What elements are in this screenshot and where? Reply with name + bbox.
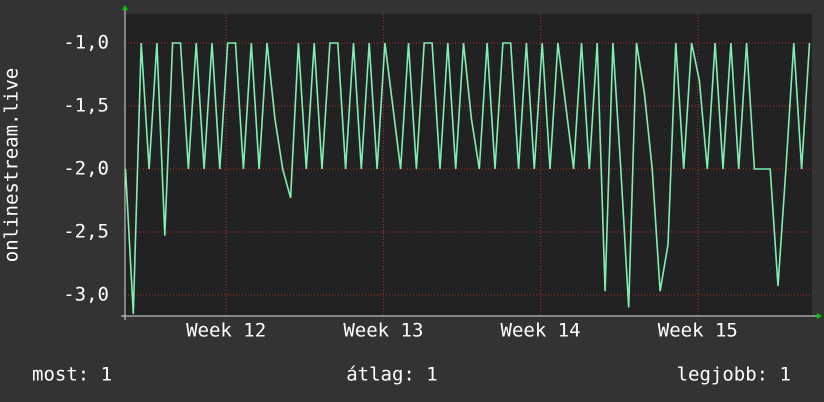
x-tick-label: Week 14 bbox=[501, 320, 581, 342]
footer-max: legjobb: 1 bbox=[677, 364, 791, 386]
footer-average: átlag: 1 bbox=[346, 364, 438, 386]
y-tick-label: -2,0 bbox=[63, 157, 109, 179]
data-line bbox=[124, 42, 811, 314]
footer-current: most: 1 bbox=[32, 364, 112, 386]
y-axis-label: onlinestream.live bbox=[1, 68, 23, 262]
plot-area bbox=[125, 14, 812, 316]
y-tick-label: -3,0 bbox=[63, 283, 109, 305]
y-axis-arrow bbox=[122, 5, 128, 10]
y-tick-label: -1,5 bbox=[63, 94, 109, 116]
y-tick-label: -2,5 bbox=[63, 220, 109, 242]
y-tick-label: -1,0 bbox=[63, 31, 109, 53]
x-tick-label: Week 13 bbox=[343, 320, 423, 342]
x-axis-arrow bbox=[817, 313, 822, 319]
x-tick-label: Week 15 bbox=[658, 320, 738, 342]
x-tick-label: Week 12 bbox=[186, 320, 266, 342]
